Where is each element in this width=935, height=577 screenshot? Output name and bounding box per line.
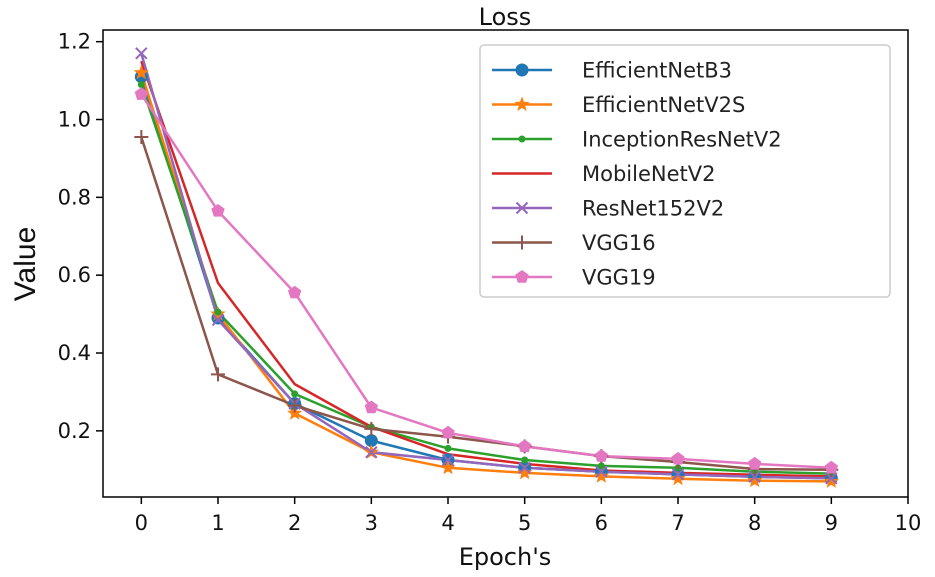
legend-marker-resnet152v2 [515, 201, 529, 215]
legend-label-vgg16: VGG16 [582, 231, 656, 255]
y-axis-label: Value [9, 227, 42, 302]
chart-title: Loss [479, 3, 532, 31]
x-tick-label: 5 [518, 511, 531, 535]
data-point-inceptionresnetv2 [137, 80, 145, 88]
data-point-vgg16 [287, 398, 302, 413]
x-tick-label: 3 [365, 511, 378, 535]
data-point-vgg19 [288, 285, 302, 299]
legend-marker-vgg19 [515, 270, 529, 283]
plot-area [102, 29, 909, 498]
data-point-efficientnetv2s [747, 472, 763, 488]
data-point-resnet152v2 [135, 47, 148, 60]
data-point-resnet152v2 [441, 453, 455, 467]
legend-items: EfficientNetB3 EfficientNetV2S InceptionRe… [492, 59, 782, 290]
data-point-resnet152v2 [595, 465, 608, 478]
legend-marker-inceptionresnetv2 [518, 135, 526, 143]
x-tick-label: 8 [748, 511, 761, 535]
data-point-vgg19 [671, 451, 685, 465]
data-point-efficientnetv2s [593, 468, 609, 483]
data-point-vgg19 [134, 87, 148, 100]
data-point-efficientnetv2s [287, 405, 303, 420]
legend-label-mobilenetv2: MobileNetV2 [582, 162, 715, 186]
x-tick-label: 2 [288, 511, 301, 535]
data-point-vgg19 [594, 449, 608, 462]
legend-marker-vgg16 [515, 235, 529, 250]
data-point-resnet152v2 [211, 313, 225, 327]
data-point-efficientnetv2s [133, 64, 149, 80]
legend-label-efficientnetv2s: EfficientNetV2S [582, 93, 745, 117]
data-point-resnet152v2 [671, 468, 685, 481]
y-tick-label: 0.4 [58, 341, 91, 365]
x-axis-label: Epoch's [459, 543, 552, 571]
data-point-inceptionresnetv2 [291, 390, 299, 398]
legend-label-vgg19: VGG19 [582, 266, 656, 290]
series-line-mobilenetv2 [140, 60, 832, 478]
legend: EfficientNetB3 EfficientNetV2S InceptionRe… [479, 44, 891, 298]
x-tick-label: 10 [895, 511, 922, 535]
x-tick-label: 6 [595, 511, 608, 535]
data-point-vgg19 [748, 456, 762, 470]
legend-label-efficientnetb3: EfficientNetB3 [582, 59, 732, 83]
data-point-vgg16 [134, 130, 149, 145]
marker-layer [133, 47, 839, 488]
data-point-resnet152v2 [518, 461, 531, 475]
data-point-inceptionresnetv2 [597, 462, 605, 470]
data-point-vgg19 [824, 460, 838, 474]
series-layer [140, 53, 832, 483]
data-point-vgg19 [518, 439, 532, 453]
legend-box [479, 44, 891, 298]
series-line-vgg19 [140, 93, 832, 470]
data-point-efficientnetv2s [517, 464, 533, 480]
series-line-vgg16 [140, 136, 832, 472]
x-tick-label: 7 [671, 511, 684, 535]
legend-marker-efficientnetb3 [515, 63, 529, 77]
legend-label-inceptionresnetv2: InceptionResNetV2 [582, 128, 782, 152]
y-tick-label: 0.8 [58, 185, 91, 209]
series-line-resnet152v2 [140, 53, 832, 480]
data-point-vgg16 [211, 367, 225, 382]
series-line-efficientnetv2s [140, 72, 832, 483]
data-point-efficientnetv2s [670, 470, 686, 486]
x-tick-label: 9 [825, 511, 838, 535]
x-tick-label: 1 [211, 511, 224, 535]
x-axis: 0 1 2 3 4 5 6 7 8 9 10 [135, 497, 922, 535]
data-point-inceptionresnetv2 [444, 444, 452, 452]
y-tick-label: 0.6 [58, 263, 91, 287]
data-point-efficientnetb3 [364, 434, 378, 448]
series-line-inceptionresnetv2 [140, 84, 832, 475]
data-point-resnet152v2 [365, 446, 378, 459]
y-tick-label: 0.2 [58, 419, 91, 443]
data-point-efficientnetv2s [823, 473, 839, 488]
y-tick-label: 1.2 [58, 30, 91, 54]
data-point-inceptionresnetv2 [521, 456, 529, 464]
data-point-vgg19 [441, 425, 455, 439]
x-tick-label: 0 [135, 511, 148, 535]
data-point-vgg19 [211, 204, 225, 217]
data-point-resnet152v2 [748, 470, 761, 483]
data-point-resnet152v2 [825, 472, 838, 485]
data-point-vgg19 [364, 400, 378, 414]
data-point-vgg16 [364, 421, 379, 436]
y-axis: 0.2 0.4 0.6 0.8 1.0 1.2 [58, 30, 103, 443]
data-point-efficientnetv2s [440, 459, 456, 475]
legend-label-resnet152v2: ResNet152V2 [582, 197, 724, 221]
data-point-inceptionresnetv2 [214, 308, 222, 316]
legend-marker-efficientnetv2s [514, 96, 530, 111]
x-tick-label: 4 [441, 511, 454, 535]
y-tick-label: 1.0 [58, 108, 91, 132]
